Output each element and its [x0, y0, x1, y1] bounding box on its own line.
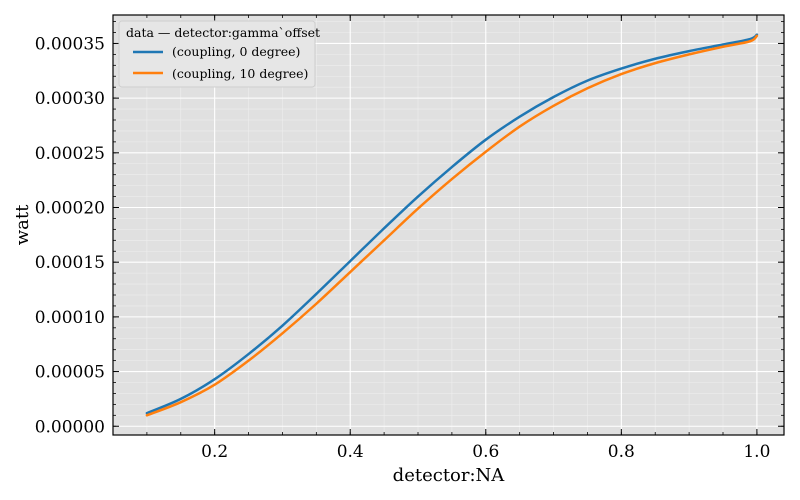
series-line-1: [145, 34, 759, 417]
y-tick-label: 0.00000: [35, 417, 105, 437]
y-tick-label: 0.00030: [35, 89, 105, 109]
series-line-0: [145, 33, 759, 415]
legend-label-coupling-0-degree: (coupling, 0 degree): [172, 44, 300, 59]
y-tick-label: 0.00015: [35, 253, 105, 273]
axis-ticks: [112, 15, 784, 435]
x-tick-label: 0.6: [472, 442, 499, 462]
y-tick-label: 0.00035: [35, 34, 105, 54]
y-tick-labels: 0.00000 0.00005 0.00010 0.00015 0.00020 0.000…: [35, 34, 105, 437]
x-tick-labels: 0.2 0.4 0.6 0.8 1.0: [201, 442, 770, 462]
y-tick-label: 0.00020: [35, 199, 105, 219]
legend-label-coupling-10-degree: (coupling, 10 degree): [172, 66, 308, 81]
y-axis-label: watt: [12, 204, 33, 245]
x-axis-label: detector:NA: [393, 465, 506, 486]
y-tick-label: 0.00025: [35, 144, 105, 164]
plot-frame: [112, 14, 785, 436]
x-tick-label: 1.0: [743, 442, 770, 462]
x-tick-label: 0.4: [337, 442, 364, 462]
series-layer: [145, 33, 759, 417]
y-tick-label: 0.00010: [35, 308, 105, 328]
x-tick-label: 0.8: [608, 442, 635, 462]
legend: data — detector:gamma`offset (coupling, …: [118, 20, 320, 88]
legend-box: [118, 20, 316, 88]
x-tick-label: 0.2: [201, 442, 228, 462]
legend-title: data — detector:gamma`offset: [126, 25, 320, 40]
y-tick-label: 0.00005: [35, 363, 105, 383]
